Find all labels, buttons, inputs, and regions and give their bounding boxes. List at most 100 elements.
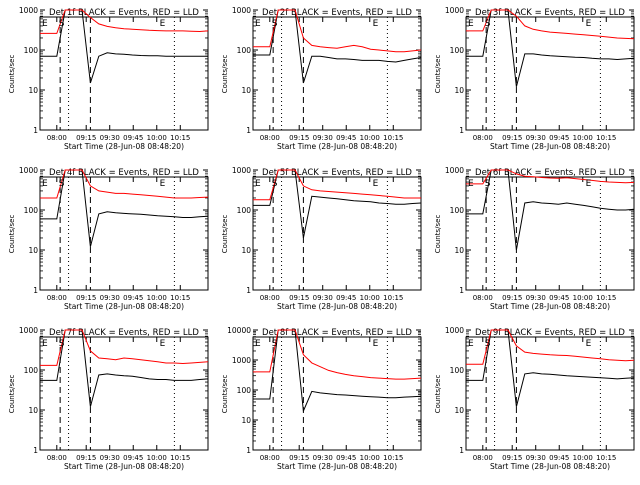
x-tick-label: 10:15 [170,454,190,462]
marker-end: E [586,19,592,29]
x-tick-label: 09:45 [549,134,569,142]
y-tick-label: 100 [24,46,39,55]
x-tick-label: 09:30 [100,134,120,142]
x-tick-label: 09:15 [76,294,96,302]
panel-title: Det 7f BLACK = Events, RED = LLD [49,328,199,338]
x-tick-label: 10:15 [596,454,616,462]
panel-title: Det 1f BLACK = Events, RED = LLD [49,8,199,18]
y-tick-label: 100 [237,46,252,55]
x-tick-label: 09:30 [526,134,546,142]
lld-series-line [466,329,635,365]
y-tick-label: 1000 [19,326,38,335]
marker-start: E [468,19,474,29]
x-tick-label: 08:00 [473,134,493,142]
marker-saa: S [485,339,491,349]
y-tick-label: 1 [33,446,38,455]
events-series-line [466,329,635,407]
marker-start: E [255,339,261,349]
x-tick-label: 09:45 [549,294,569,302]
marker-saa: S [59,339,65,349]
events-series-line [253,9,422,84]
marker-end: E [160,19,166,29]
y-tick-label: 1 [246,286,251,295]
x-tick-label: 09:30 [526,294,546,302]
x-tick-label: 09:45 [336,294,356,302]
x-tick-label: 10:00 [147,294,167,302]
marker-saa: S [272,19,278,29]
panel-title: Det 3f BLACK = Events, RED = LLD [475,8,625,18]
marker-saa: S [485,179,491,189]
x-tick-label: 10:15 [170,134,190,142]
x-tick-label: 10:15 [383,454,403,462]
panel-title: Det 4f BLACK = Events, RED = LLD [49,168,199,178]
y-tick-label: 10 [241,246,251,255]
x-tick-label: 10:00 [360,454,380,462]
x-tick-label: 09:15 [76,134,96,142]
marker-start: E [468,179,474,189]
y-axis-label: Counts/sec [8,215,16,254]
x-tick-label: 08:00 [47,454,67,462]
plot-frame [39,336,209,451]
plot-frame [465,176,635,291]
panel-title: Det 8f BLACK = Events, RED = LLD [262,328,412,338]
y-tick-label: 1 [33,126,38,135]
x-tick-label: 10:15 [383,134,403,142]
marker-end: E [586,339,592,349]
marker-start: E [42,339,48,349]
x-tick-label: 10:00 [573,134,593,142]
x-tick-label: 09:15 [502,454,522,462]
x-tick-label: 09:45 [336,134,356,142]
lld-series-line [40,329,209,366]
x-tick-label: 09:15 [289,134,309,142]
y-tick-label: 1000 [232,6,251,15]
y-tick-label: 100 [450,206,465,215]
plot-frame [252,336,422,451]
x-tick-label: 08:00 [260,454,280,462]
y-tick-label: 1 [459,446,464,455]
y-tick-label: 1 [246,446,251,455]
y-tick-label: 10 [28,246,38,255]
panel-5: Det 5f BLACK = Events, RED = LLD 1 10 100 10… [221,166,422,311]
panel-7: Det 7f BLACK = Events, RED = LLD 1 10 100 10… [8,326,209,471]
marker-start: E [42,19,48,29]
events-series-line [40,329,209,407]
panel-3: Det 3f BLACK = Events, RED = LLD 1 10 100 10… [434,6,635,151]
x-tick-label: 08:00 [47,294,67,302]
x-tick-label: 10:00 [573,294,593,302]
marker-start: E [255,179,261,189]
x-tick-label: 10:00 [147,134,167,142]
panel-6: Det 6f BLACK = Events, RED = LLD 1 10 100 10… [434,166,635,311]
x-tick-label: 10:00 [147,454,167,462]
y-tick-label: 10 [28,86,38,95]
events-series-line [253,329,422,413]
plot-frame [39,16,209,131]
x-tick-label: 10:00 [573,454,593,462]
x-axis-label: Start Time (28-Jun-08 08:48:20) [490,302,610,311]
y-tick-label: 100 [24,206,39,215]
lld-series-line [40,169,209,199]
x-axis-label: Start Time (28-Jun-08 08:48:20) [64,142,184,151]
x-tick-label: 09:15 [289,454,309,462]
y-tick-label: 10000 [227,326,251,335]
panel-title: Det 9f BLACK = Events, RED = LLD [475,328,625,338]
marker-end: E [373,179,379,189]
marker-saa: S [59,19,65,29]
y-tick-label: 1000 [445,166,464,175]
y-tick-label: 10 [241,416,251,425]
y-tick-label: 10 [454,246,464,255]
x-tick-label: 09:45 [549,454,569,462]
panel-8: Det 8f BLACK = Events, RED = LLD 1 10 100 10… [221,326,422,471]
y-tick-label: 10 [454,406,464,415]
panel-1: Det 1f BLACK = Events, RED = LLD 1 10 100 10… [8,6,209,151]
x-axis-label: Start Time (28-Jun-08 08:48:20) [490,462,610,471]
marker-end: E [373,339,379,349]
events-series-line [40,9,208,84]
x-axis-label: Start Time (28-Jun-08 08:48:20) [64,302,184,311]
panel-9: Det 9f BLACK = Events, RED = LLD 1 10 100 10… [434,326,635,471]
x-tick-label: 09:45 [336,454,356,462]
marker-saa: S [272,179,278,189]
x-tick-label: 10:15 [383,294,403,302]
y-tick-label: 10 [28,406,38,415]
